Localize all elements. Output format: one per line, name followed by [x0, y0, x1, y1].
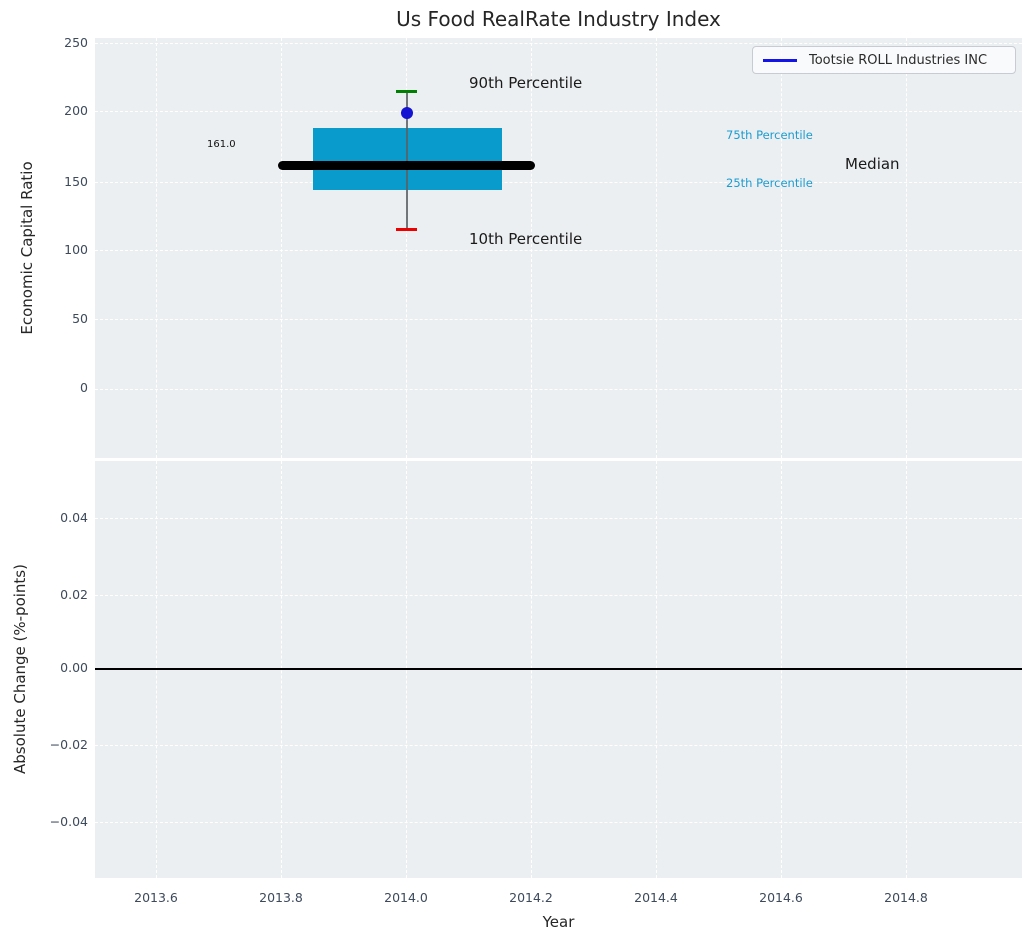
p90-whisker-cap: [396, 90, 417, 93]
gridline: [95, 518, 1022, 519]
xtick-label: 2014.6: [759, 890, 803, 905]
xtick-label: 2014.4: [634, 890, 678, 905]
gridline: [95, 250, 1022, 251]
median-annotation: Median: [845, 155, 900, 173]
company-marker: [401, 107, 413, 119]
p10-annotation: 10th Percentile: [469, 230, 583, 248]
gridline: [781, 38, 782, 458]
xtick-label: 2013.6: [134, 890, 178, 905]
gridline: [906, 38, 907, 458]
chart-title: Us Food RealRate Industry Index: [396, 7, 721, 31]
xtick-label: 2013.8: [259, 890, 303, 905]
ytick-label: 100: [64, 242, 88, 257]
median-value-annotation: 161.0: [207, 139, 236, 150]
legend-entry-label: Tootsie ROLL Industries INC: [809, 52, 988, 68]
gridline: [156, 38, 157, 458]
ytick-label: 250: [64, 35, 88, 50]
gridline: [95, 182, 1022, 183]
x-axis-label: Year: [542, 913, 575, 931]
ytick-label: −0.02: [49, 737, 88, 752]
legend: Tootsie ROLL Industries INC: [752, 46, 1016, 74]
ytick-label: 50: [72, 311, 88, 326]
ytick-label: −0.04: [49, 814, 88, 829]
ytick-label: 0: [80, 380, 88, 395]
legend-line-sample: [763, 58, 797, 62]
gridline: [281, 38, 282, 458]
xtick-label: 2014.2: [509, 890, 553, 905]
p90-annotation: 90th Percentile: [469, 74, 583, 92]
gridline: [95, 389, 1022, 390]
gridline: [95, 822, 1022, 823]
p75-annotation: 75th Percentile: [726, 128, 813, 142]
gridline: [95, 745, 1022, 746]
gridline: [406, 38, 407, 458]
p25-annotation: 25th Percentile: [726, 176, 813, 190]
ytick-label: 0.00: [60, 660, 88, 675]
top-subplot: 90th Percentile 10th Percentile 75th Per…: [95, 38, 1022, 458]
gridline: [531, 38, 532, 458]
ytick-label: 200: [64, 103, 88, 118]
gridline: [95, 43, 1022, 44]
bottom-y-axis-label: Absolute Change (%-points): [11, 564, 29, 774]
ytick-label: 0.02: [60, 587, 88, 602]
top-y-axis-label: Economic Capital Ratio: [18, 161, 36, 335]
bottom-subplot: [95, 461, 1022, 878]
ytick-label: 150: [64, 174, 88, 189]
xtick-label: 2014.0: [384, 890, 428, 905]
gridline: [95, 319, 1022, 320]
p10-whisker-cap: [396, 228, 417, 231]
xtick-label: 2014.8: [884, 890, 928, 905]
median-line: [278, 161, 535, 170]
gridline: [95, 595, 1022, 596]
gridline: [656, 38, 657, 458]
ytick-label: 0.04: [60, 510, 88, 525]
gridline: [95, 111, 1022, 112]
zero-reference-line: [95, 668, 1022, 670]
